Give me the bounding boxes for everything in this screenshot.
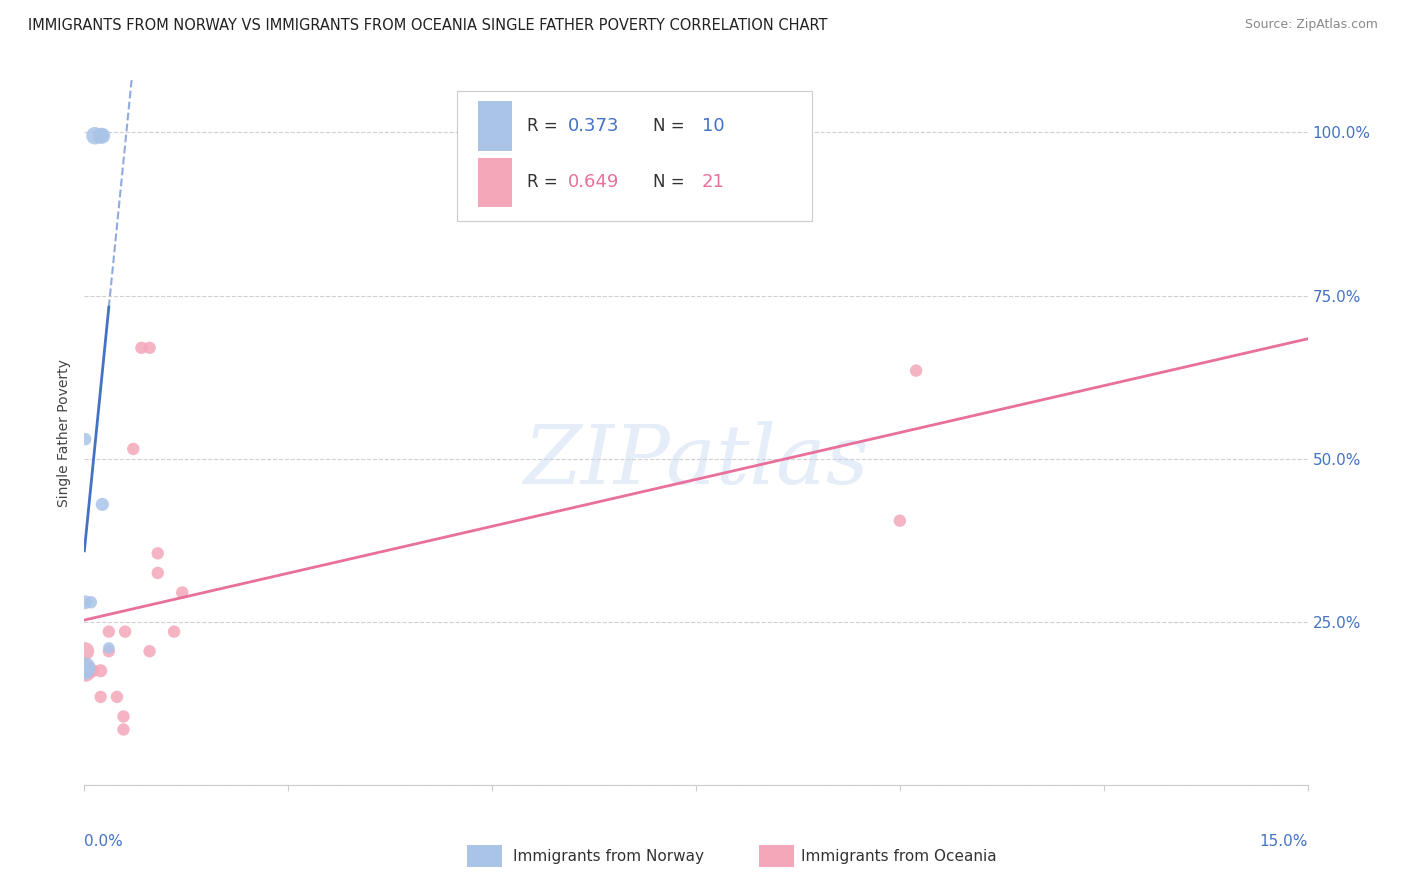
Point <box>80 595 103 609</box>
Text: N =: N = <box>654 117 690 135</box>
Bar <box>478 158 513 207</box>
Text: R =: R = <box>527 117 564 135</box>
Point <box>138 341 160 355</box>
Text: Immigrants from Norway: Immigrants from Norway <box>513 849 704 863</box>
Point <box>172 585 194 599</box>
Text: N =: N = <box>654 173 690 192</box>
Point <box>90 664 112 678</box>
Point <box>75 664 97 678</box>
Point <box>114 624 136 639</box>
Point <box>75 644 97 658</box>
Point <box>97 624 120 639</box>
Point <box>146 566 169 580</box>
Point <box>91 497 114 511</box>
Text: IMMIGRANTS FROM NORWAY VS IMMIGRANTS FROM OCEANIA SINGLE FATHER POVERTY CORRELAT: IMMIGRANTS FROM NORWAY VS IMMIGRANTS FRO… <box>28 18 828 33</box>
Point <box>90 690 112 704</box>
Text: ZIPatlas: ZIPatlas <box>523 421 869 500</box>
Point <box>163 624 186 639</box>
Point <box>82 664 104 678</box>
Point <box>97 640 120 655</box>
Point <box>84 128 107 143</box>
Point <box>122 442 145 456</box>
Point <box>90 128 112 143</box>
Point <box>105 690 128 704</box>
Point <box>131 341 153 355</box>
Point <box>75 432 97 446</box>
Text: 0.649: 0.649 <box>568 173 619 192</box>
Point <box>75 595 97 609</box>
Point <box>91 128 114 143</box>
Point <box>75 664 97 678</box>
Point <box>97 644 120 658</box>
Point <box>112 709 135 723</box>
Text: 15.0%: 15.0% <box>1260 834 1308 849</box>
Text: 0.373: 0.373 <box>568 117 619 135</box>
Y-axis label: Single Father Poverty: Single Father Poverty <box>58 359 72 507</box>
FancyBboxPatch shape <box>457 91 813 221</box>
Bar <box>478 102 513 151</box>
Text: Immigrants from Oceania: Immigrants from Oceania <box>801 849 997 863</box>
Text: 10: 10 <box>702 117 724 135</box>
Point <box>905 364 928 378</box>
Point <box>146 546 169 560</box>
Text: Source: ZipAtlas.com: Source: ZipAtlas.com <box>1244 18 1378 31</box>
Text: R =: R = <box>527 173 564 192</box>
Text: 0.0%: 0.0% <box>84 834 124 849</box>
Point <box>138 644 160 658</box>
Point <box>75 660 97 674</box>
Text: 21: 21 <box>702 173 725 192</box>
Point <box>112 723 135 737</box>
Point <box>889 514 911 528</box>
